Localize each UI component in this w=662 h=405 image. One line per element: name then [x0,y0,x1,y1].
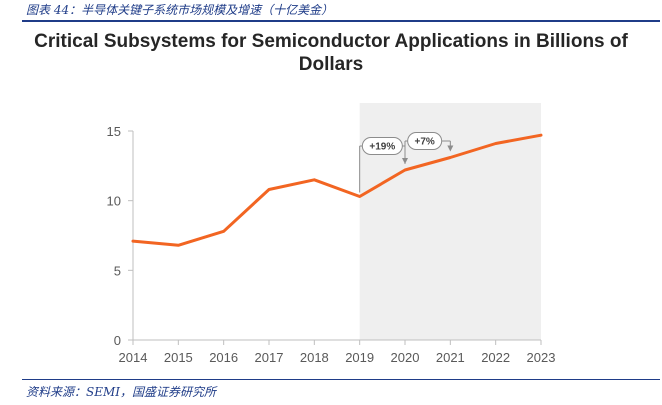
x-tick-label: 2017 [255,350,284,365]
x-tick-label: 2023 [527,350,556,365]
annotation-pill [361,137,403,155]
x-tick-label: 2019 [345,350,374,365]
line-chart: Critical Subsystems for Semiconductor Ap… [34,31,628,365]
y-tick-label: 0 [114,333,121,348]
annotation-label: +19% [369,142,395,153]
x-tick-label: 2022 [481,350,510,365]
annotation-pill [407,132,443,150]
annotation-arrowhead [447,145,454,152]
x-tick-label: 2021 [436,350,465,365]
y-tick-label: 15 [107,124,121,139]
caption-rule [22,20,660,22]
x-tick-label: 2020 [391,350,420,365]
annotation-label: +7% [415,137,435,148]
figure-caption: 图表 44：半导体关键子系统市场规模及增速（十亿美金） [26,3,334,17]
source-note: 资料来源：SEMI，国盛证券研究所 [26,385,217,399]
x-tick-label: 2018 [300,350,329,365]
x-tick-label: 2016 [209,350,238,365]
chart-title-line1: Critical Subsystems for Semiconductor Ap… [34,31,628,52]
y-tick-label: 10 [107,194,121,209]
y-tick-label: 5 [114,263,121,278]
x-tick-label: 2015 [164,350,193,365]
source-rule [22,379,660,380]
x-tick-label: 2014 [119,350,148,365]
chart-title-line2: Dollars [299,54,363,75]
series-line [131,133,543,247]
